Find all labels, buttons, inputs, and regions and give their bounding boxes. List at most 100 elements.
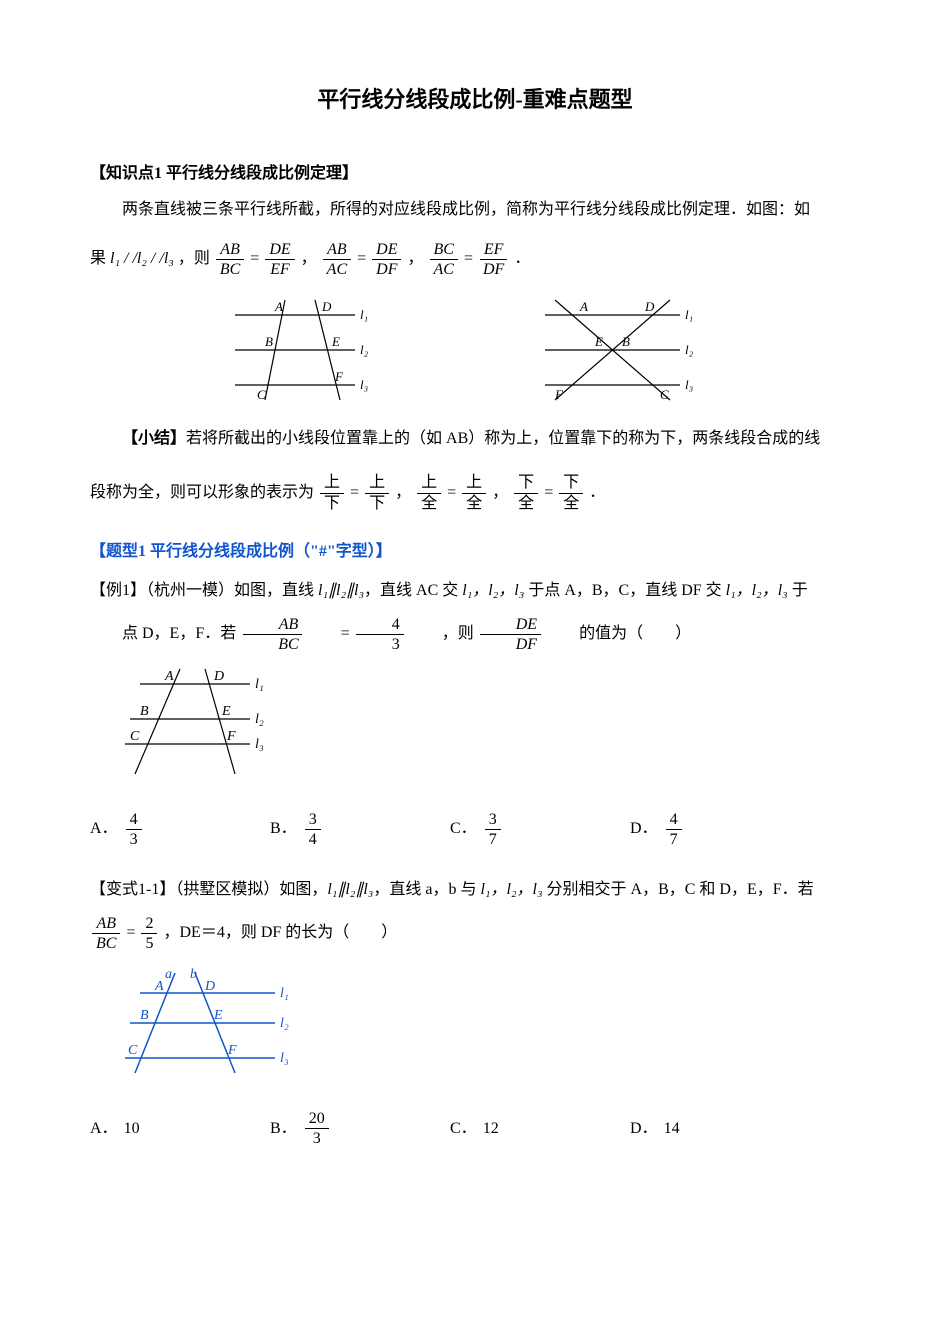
diagram-1: A D B E C F l₁ l₂ l₃ <box>225 295 405 405</box>
choice-2-c-val: 12 <box>483 1115 499 1144</box>
svg-text:A: A <box>154 979 164 994</box>
eq: = <box>350 479 359 508</box>
choice-1-d-frac: 47 <box>666 810 682 849</box>
parallel-notation: l₁ / /l₂ / /l₃ <box>110 245 174 274</box>
ex1-mid6: ，则 <box>410 620 474 649</box>
choice-1-a: A． 43 <box>90 810 270 849</box>
svg-text:a: a <box>165 967 172 982</box>
svg-text:l₂: l₂ <box>280 1016 289 1031</box>
svg-text:F: F <box>226 729 236 744</box>
summary-header: 【小结】 <box>122 430 186 447</box>
fraction-1: ABBC <box>216 240 244 279</box>
page-title: 平行线分线段成比例-重难点题型 <box>90 80 860 120</box>
fraction-2: DEEF <box>265 240 294 279</box>
var1-mid3: 分别相交于 A，B，C 和 D，E，F．若 <box>543 881 814 898</box>
choice-2-b: B． 203 <box>270 1109 450 1148</box>
fraction-6: EFDF <box>479 240 508 279</box>
svg-text:F: F <box>554 387 564 402</box>
comma: ，则 <box>178 245 210 274</box>
eq: = <box>464 245 473 274</box>
sep: ， <box>395 479 411 508</box>
ex1-mid5: 于 <box>788 582 808 599</box>
eq: = <box>309 620 350 649</box>
svg-text:B: B <box>265 334 273 349</box>
var1-frac: ABBC <box>92 914 120 953</box>
diagram-2: A D E B F C l₁ l₂ l₃ <box>525 295 725 405</box>
variant-1-1-statement: 【变式1-1】（拱墅区模拟）如图，l₁∥l₂∥l₃，直线 a，b 与 l₁，l₂… <box>90 874 860 906</box>
var1-val: 25 <box>141 914 157 953</box>
diagram-4-container: a b A D B E C F l₁ l₂ l₃ <box>120 963 860 1094</box>
choice-2-d: D． 14 <box>630 1115 810 1144</box>
svg-text:E: E <box>221 704 231 719</box>
choices-1: A． 43 B． 34 C． 37 D． 47 <box>90 810 860 849</box>
sep: ， <box>492 479 508 508</box>
eq: = <box>250 245 259 274</box>
variant-1-line-2: ABBC = 25 ，DE＝4，则 DF 的长为（ ） <box>90 914 860 953</box>
svg-text:D: D <box>321 299 332 314</box>
choice-label-a: A． <box>90 1115 118 1144</box>
diagram-4: a b A D B E C F l₁ l₂ l₃ <box>120 963 310 1083</box>
sfrac-3: 上全 <box>417 473 441 512</box>
diagram-3-container: A D B E C F l₁ l₂ l₃ <box>120 664 860 795</box>
choice-2-a: A． 10 <box>90 1115 270 1144</box>
sfrac-1: 上下 <box>320 473 344 512</box>
diagram-row-1: A D B E C F l₁ l₂ l₃ A D E B F C l₁ l₂ <box>90 295 860 405</box>
choice-2-c: C． 12 <box>450 1115 630 1144</box>
svg-text:A: A <box>579 299 588 314</box>
eq: = <box>447 479 456 508</box>
knowledge-header: 【知识点1 平行线分线段成比例定理】 <box>90 160 860 189</box>
svg-text:l₂: l₂ <box>255 712 264 727</box>
choice-1-c: C． 37 <box>450 810 630 849</box>
svg-text:C: C <box>128 1043 138 1058</box>
var1-mid1: ，直线 a，b 与 <box>373 881 480 898</box>
period: ． <box>514 245 530 274</box>
svg-text:l₃: l₃ <box>360 377 368 392</box>
choice-label-b: B． <box>270 1115 297 1144</box>
ex1-mid4: l₁，l₂，l₃ <box>726 582 788 599</box>
intro-paragraph: 两条直线被三条平行线所截，所得的对应线段成比例，简称为平行线分线段成比例定理．如… <box>90 196 860 225</box>
svg-text:C: C <box>257 387 266 402</box>
summary-prefix: 段称为全，则可以形象的表示为 <box>90 479 314 508</box>
type-1-header: 【题型1 平行线分线段成比例（"#"字型）】 <box>90 538 860 567</box>
sep: ， <box>301 245 317 274</box>
svg-text:l₃: l₃ <box>685 377 693 392</box>
formula-line: 果 l₁ / /l₂ / /l₃ ，则 ABBC = DEEF ， ABAC =… <box>90 240 860 279</box>
choice-2-a-val: 10 <box>124 1115 140 1144</box>
diagram-3: A D B E C F l₁ l₂ l₃ <box>120 664 300 784</box>
svg-text:B: B <box>140 704 149 719</box>
svg-text:E: E <box>331 334 340 349</box>
svg-text:l₂: l₂ <box>685 342 694 357</box>
var1-parallel: l₁∥l₂∥l₃ <box>327 881 373 898</box>
choice-2-b-frac: 203 <box>305 1109 329 1148</box>
svg-text:B: B <box>622 334 630 349</box>
fraction-4: DEDF <box>372 240 401 279</box>
choice-label-d: D． <box>630 1115 658 1144</box>
svg-text:l₁: l₁ <box>280 986 289 1001</box>
summary-body: 若将所截出的小线段位置靠上的（如 AB）称为上，位置靠下的称为下，两条线段合成的… <box>186 430 820 447</box>
choice-1-c-frac: 37 <box>485 810 501 849</box>
sfrac-6: 下全 <box>559 473 583 512</box>
svg-text:C: C <box>660 387 669 402</box>
ex1-frac-2: DEDF <box>480 615 541 654</box>
svg-text:F: F <box>334 369 344 384</box>
example-1-statement: 【例1】（杭州一模）如图，直线 l₁∥l₂∥l₃，直线 AC 交 l₁，l₂，l… <box>90 575 860 607</box>
ex1-mid2: l₁，l₂，l₃ <box>462 582 524 599</box>
choice-label-b: B． <box>270 815 297 844</box>
ex1-val: 43 <box>356 615 404 654</box>
choice-label-c: C． <box>450 1115 477 1144</box>
svg-text:F: F <box>227 1043 237 1058</box>
svg-text:l₂: l₂ <box>360 342 369 357</box>
ex1-l2-prefix: 点 D，E，F．若 <box>90 620 236 649</box>
formula-prefix: 果 <box>90 245 106 274</box>
period: ． <box>589 479 605 508</box>
choices-2: A． 10 B． 203 C． 12 D． 14 <box>90 1109 860 1148</box>
choice-label-a: A． <box>90 815 118 844</box>
choice-label-c: C． <box>450 815 477 844</box>
svg-text:l₁: l₁ <box>255 677 264 692</box>
svg-text:D: D <box>204 979 215 994</box>
sep: ， <box>407 245 423 274</box>
ex1-mid3: 于点 A，B，C，直线 DF 交 <box>524 582 725 599</box>
ex1-label: 【例1】（杭州一模）如图，直线 <box>90 582 318 599</box>
sfrac-2: 上下 <box>365 473 389 512</box>
sfrac-4: 上全 <box>462 473 486 512</box>
